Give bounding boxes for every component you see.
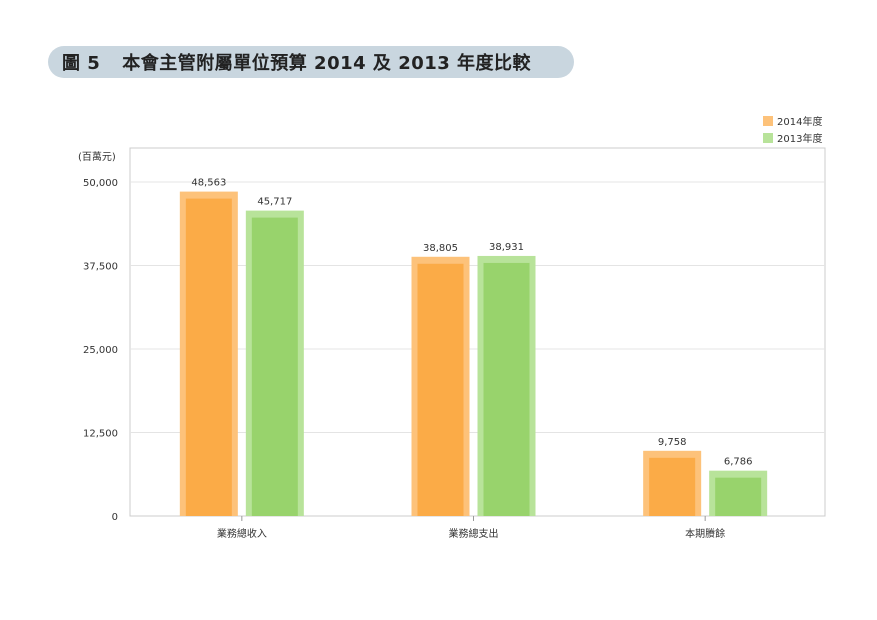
data-label: 38,931 — [489, 242, 524, 253]
data-label: 48,563 — [191, 178, 226, 189]
y-tick-label: 12,500 — [83, 429, 118, 440]
x-tick-label: 業務總收入 — [217, 527, 267, 540]
y-tick-label: 0 — [112, 512, 118, 523]
bar-2013 — [483, 262, 530, 516]
data-label: 9,758 — [658, 437, 687, 448]
y-tick-label: 25,000 — [83, 345, 118, 356]
y-tick-label: 50,000 — [83, 178, 118, 189]
bar-2014 — [185, 198, 232, 516]
legend-label: 2014年度 — [777, 115, 822, 128]
bar-2013 — [251, 217, 298, 516]
y-axis-unit: (百萬元) — [78, 150, 116, 163]
y-tick-label: 37,500 — [83, 262, 118, 273]
bar-2014 — [417, 263, 464, 516]
legend-swatch — [763, 133, 773, 143]
x-tick-label: 業務總支出 — [449, 527, 499, 540]
legend-label: 2013年度 — [777, 132, 822, 145]
figure-title-text: 本會主管附屬單位預算 2014 及 2013 年度比較 — [122, 53, 532, 74]
data-label: 6,786 — [724, 457, 753, 468]
x-tick-label: 本期賸餘 — [685, 527, 725, 540]
data-label: 45,717 — [257, 197, 292, 208]
bar-2013 — [715, 477, 762, 516]
legend-swatch — [763, 116, 773, 126]
data-label: 38,805 — [423, 243, 458, 254]
figure-title: 圖 5 本會主管附屬單位預算 2014 及 2013 年度比較 — [48, 46, 574, 78]
figure-number: 圖 5 — [62, 53, 101, 74]
bar-2014 — [649, 457, 696, 516]
